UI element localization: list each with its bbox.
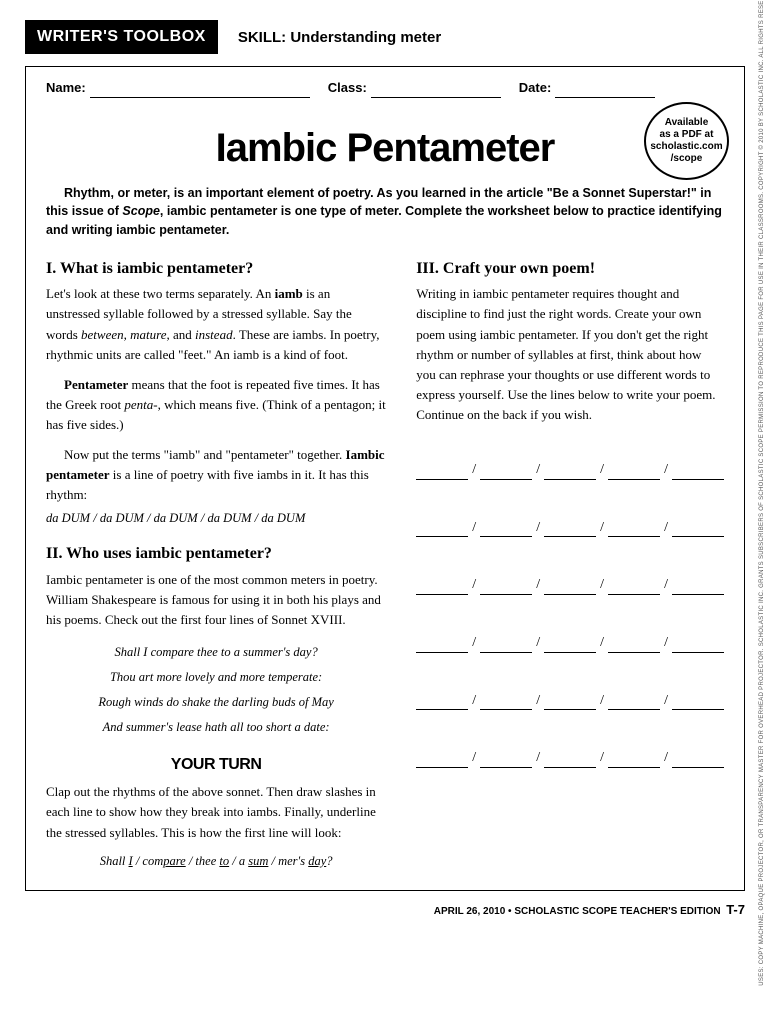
name-underline[interactable] [90,97,310,98]
footer-date: APRIL 26, 2010 [434,906,506,917]
footer-publication: SCHOLASTIC SCOPE TEACHER'S EDITION [514,906,720,917]
footer-page: T-7 [726,902,745,917]
section3-p1: Writing in iambic pentameter requires th… [416,284,724,425]
section1-heading: I. What is iambic pentameter? [46,258,386,280]
badge-line2: as a PDF at [660,129,714,141]
poem-writing-lines: //// //// //// //// //// //// [416,460,724,768]
section2-heading: II. Who uses iambic pentameter? [46,543,386,565]
main-title: Iambic Pentameter [46,120,724,176]
sonnet-line3: Rough winds do shake the darling buds of… [46,690,386,715]
s1p1b: iamb [275,286,303,301]
s1p3a: Now put the terms "iamb" and "pentameter… [64,447,346,462]
badge-line1: Available [665,117,709,129]
columns: I. What is iambic pentameter? Let's look… [46,258,724,870]
s1p1d: between, mature, [81,327,170,342]
footer: APRIL 26, 2010 • SCHOLASTIC SCOPE TEACHE… [25,901,745,919]
s1p1f: instead [195,327,233,342]
header-bar: WRITER'S TOOLBOX SKILL: Understanding me… [25,20,745,54]
s1p1a: Let's look at these two terms separately… [46,286,275,301]
info-line: Name: Class: Date: [46,79,724,97]
poem-row[interactable]: //// [416,748,724,768]
badge-line3: scholastic.com [650,141,722,153]
section1-p1: Let's look at these two terms separately… [46,284,386,365]
badge-line4: /scope [671,153,703,165]
sonnet-line4: And summer's lease hath all too short a … [46,715,386,740]
left-column: I. What is iambic pentameter? Let's look… [46,258,386,870]
name-field: Name: [46,79,310,97]
poem-row[interactable]: //// [416,518,724,538]
section1-p2: Pentameter means that the foot is repeat… [46,375,386,435]
s1p1e: and [170,327,195,342]
section3-heading: III. Craft your own poem! [416,258,724,280]
sonnet-quote: Shall I compare thee to a summer's day? … [46,640,386,740]
availability-badge: Available as a PDF at scholastic.com /sc… [644,102,729,180]
poem-row[interactable]: //// [416,691,724,711]
class-label: Class: [328,79,367,97]
class-field: Class: [328,79,501,97]
right-column: III. Craft your own poem! Writing in iam… [416,258,724,870]
s1p2c: penta- [124,397,157,412]
s1p2a: Pentameter [64,377,128,392]
copyright-side-text: USES: COPY MACHINE, OPAQUE PROJECTOR, OR… [758,0,766,986]
date-label: Date: [519,79,552,97]
section1-p3: Now put the terms "iamb" and "pentameter… [46,445,386,505]
poem-row[interactable]: //// [416,575,724,595]
worksheet-frame: Name: Class: Date: Available as a PDF at… [25,66,745,891]
title-row: Available as a PDF at scholastic.com /sc… [46,120,724,176]
poem-row[interactable]: //// [416,460,724,480]
date-field: Date: [519,79,656,97]
skill-label: SKILL: Understanding meter [238,27,441,48]
intro-text: Rhythm, or meter, is an important elemen… [46,184,724,240]
rhythm-pattern: da DUM / da DUM / da DUM / da DUM / da D… [46,510,386,528]
date-underline[interactable] [555,97,655,98]
poem-row[interactable]: //// [416,633,724,653]
toolbox-label: WRITER'S TOOLBOX [25,20,218,54]
yourturn-p1: Clap out the rhythms of the above sonnet… [46,782,386,842]
sonnet-line2: Thou art more lovely and more temperate: [46,665,386,690]
your-turn-heading: YOUR TURN [46,754,386,776]
example-line: Shall I / compare / thee to / a sum / me… [46,853,386,871]
name-label: Name: [46,79,86,97]
class-underline[interactable] [371,97,501,98]
section2-p1: Iambic pentameter is one of the most com… [46,570,386,630]
sonnet-line1: Shall I compare thee to a summer's day? [46,640,386,665]
